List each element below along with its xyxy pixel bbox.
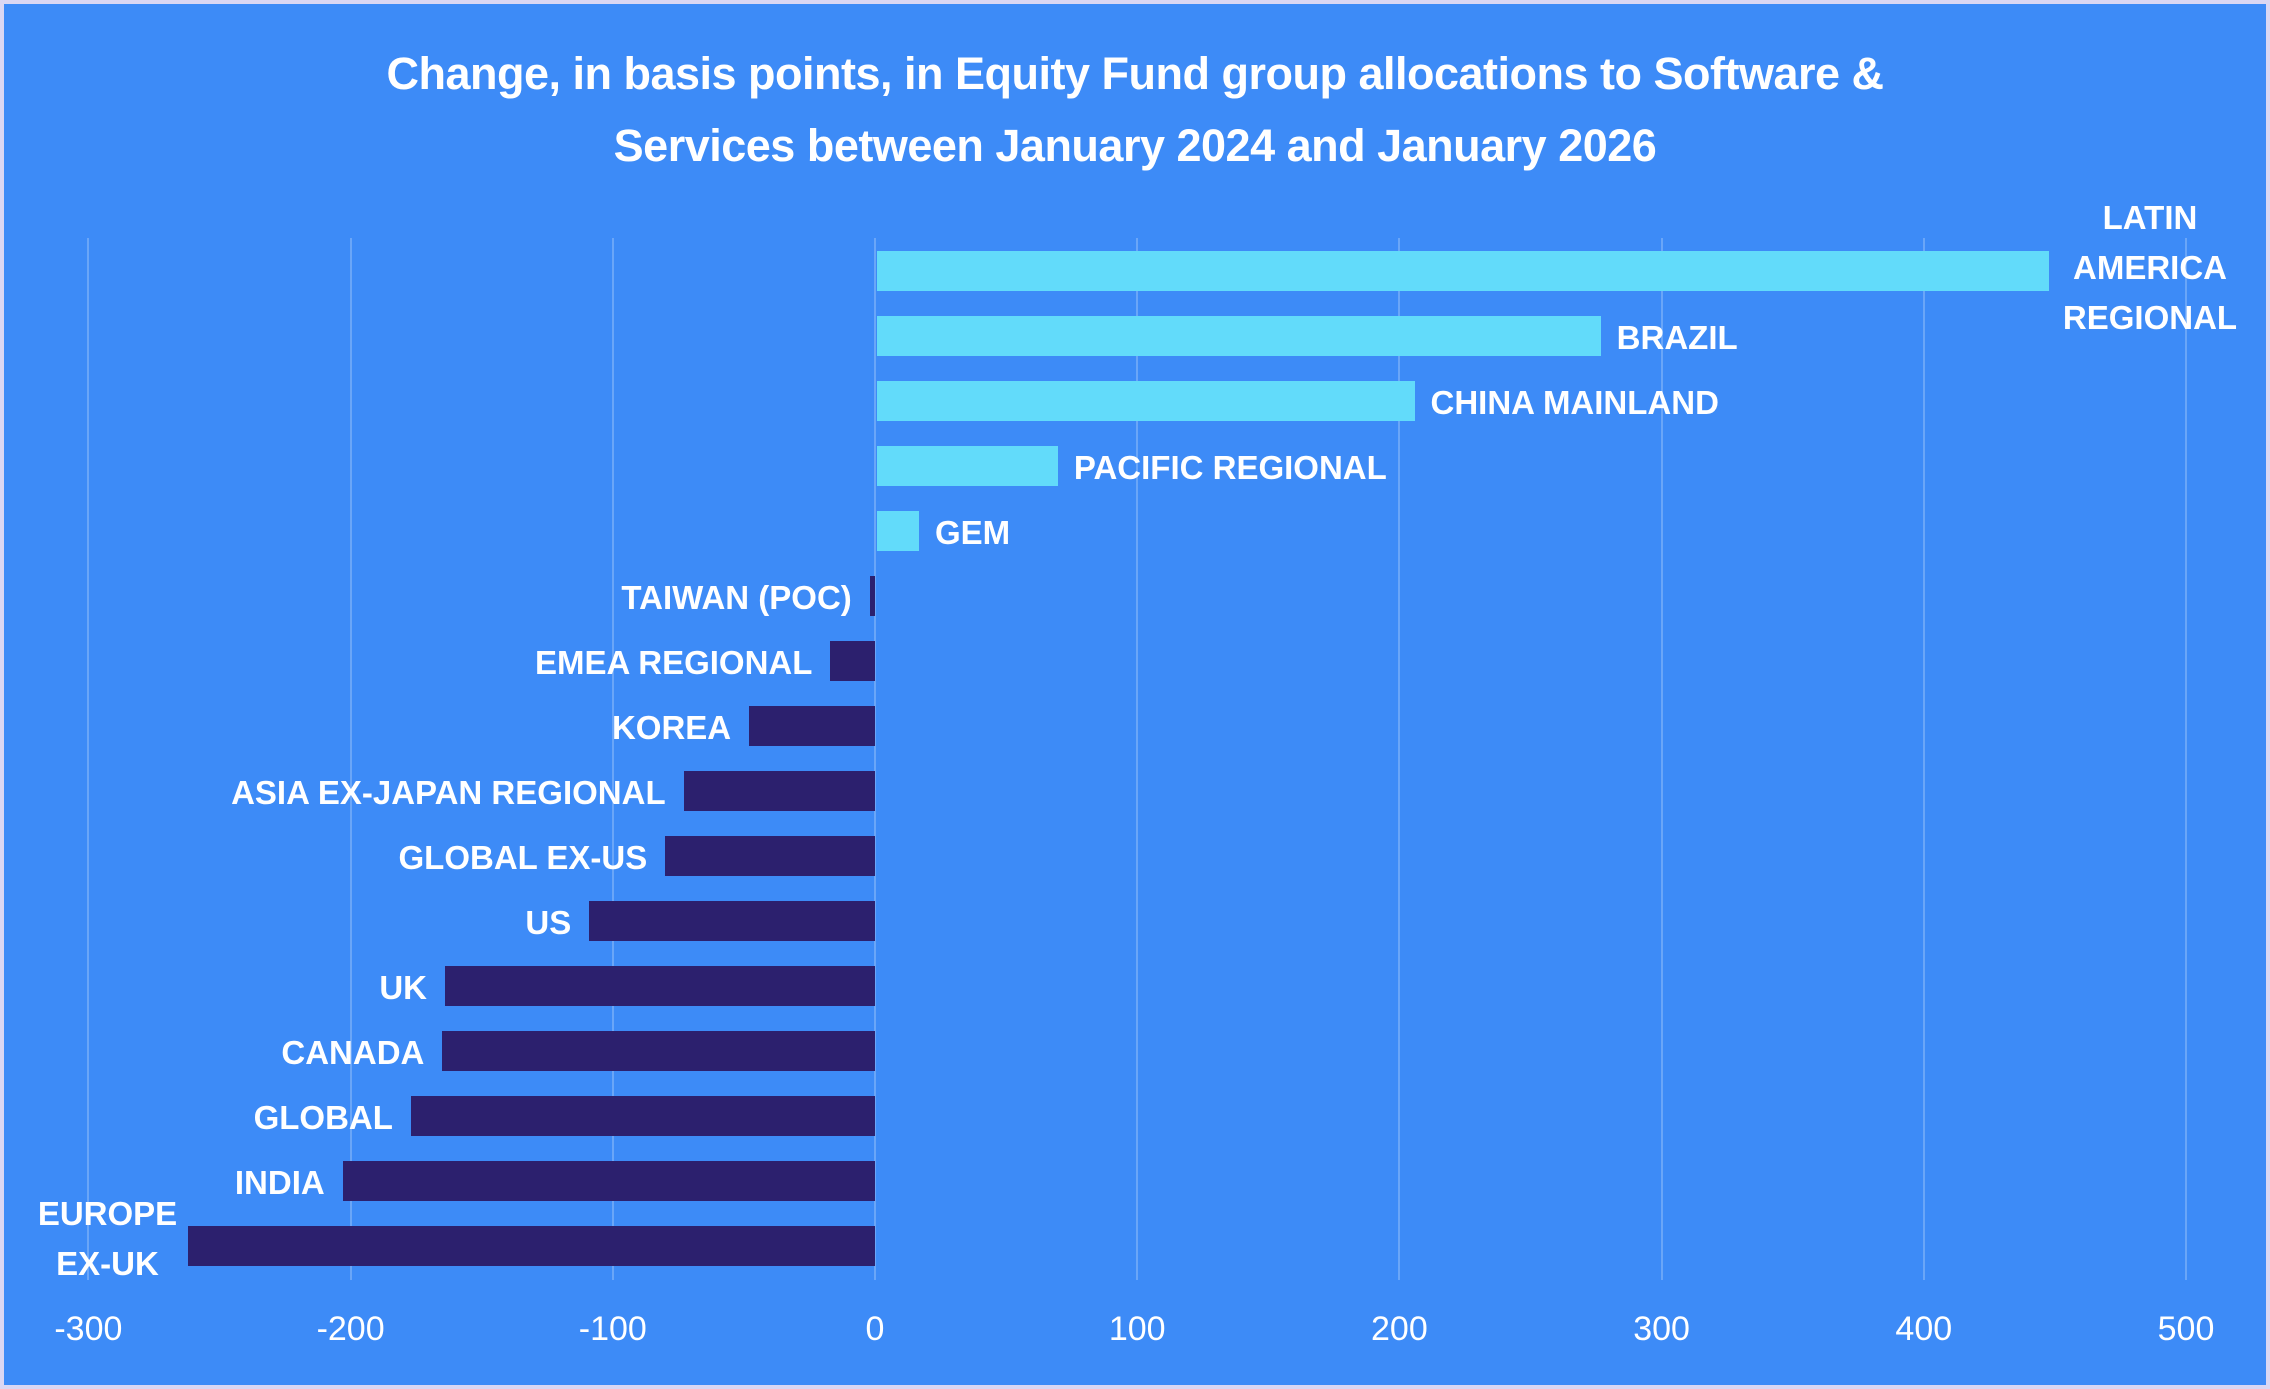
category-label: TAIWAN (POC): [621, 579, 852, 616]
bar: [410, 1096, 875, 1136]
category-label: CHINA MAINLAND: [1430, 384, 1719, 421]
category-label: BRAZIL: [1616, 319, 1738, 356]
category-label: GLOBAL EX-US: [398, 839, 648, 876]
x-tick-label: -100: [578, 1310, 647, 1348]
bar: [830, 641, 875, 681]
x-tick-label: 0: [865, 1310, 885, 1348]
bar: [877, 381, 1415, 421]
chart-title: Change, in basis points, in Equity Fund …: [0, 38, 2270, 182]
x-tick-label: 400: [1895, 1310, 1953, 1348]
bar: [877, 446, 1058, 486]
category-label: KOREA: [611, 709, 732, 746]
bar: [869, 576, 875, 616]
gridline: [1136, 238, 1139, 1280]
gridline: [349, 238, 352, 1280]
title-line-2: Services between January 2024 and Januar…: [613, 120, 1657, 171]
title-line-1: Change, in basis points, in Equity Fund …: [386, 48, 1884, 99]
bar: [589, 901, 875, 941]
x-tick-label: 100: [1108, 1310, 1166, 1348]
category-label: US: [525, 904, 572, 941]
gridline: [1660, 238, 1663, 1280]
gridline: [611, 238, 614, 1280]
category-label: PACIFIC REGIONAL: [1073, 449, 1387, 486]
category-label: LATIN AMERICA REGIONAL: [2062, 199, 2238, 336]
bar: [665, 836, 875, 876]
chart-panel: [4, 4, 2266, 1385]
gridline: [1922, 238, 1925, 1280]
category-label: GLOBAL: [253, 1099, 393, 1136]
x-tick-label: 300: [1633, 1310, 1690, 1348]
category-label: GEM: [934, 514, 1011, 551]
x-tick-label: 200: [1371, 1310, 1428, 1348]
category-label: EUROPE EX-UK: [37, 1195, 178, 1282]
x-tick-label: 500: [2157, 1310, 2215, 1348]
bar: [877, 251, 2050, 291]
gridline: [1398, 238, 1401, 1280]
bar: [877, 316, 1601, 356]
bar: [342, 1161, 875, 1201]
gridline: [87, 238, 90, 1280]
category-label: UK: [379, 969, 427, 1006]
bar: [683, 771, 875, 811]
bar: [749, 706, 875, 746]
category-label: INDIA: [234, 1164, 325, 1201]
bar: [444, 966, 875, 1006]
bar: [188, 1226, 875, 1266]
bar: [877, 511, 919, 551]
gridline: [874, 238, 876, 1280]
category-label: EMEA REGIONAL: [534, 644, 813, 681]
bar: [442, 1031, 875, 1071]
gridline: [2185, 238, 2187, 1280]
x-tick-label: -300: [54, 1310, 123, 1348]
x-tick-label: -200: [316, 1310, 385, 1348]
category-label: CANADA: [281, 1034, 425, 1071]
category-label: ASIA EX-JAPAN REGIONAL: [231, 774, 666, 811]
